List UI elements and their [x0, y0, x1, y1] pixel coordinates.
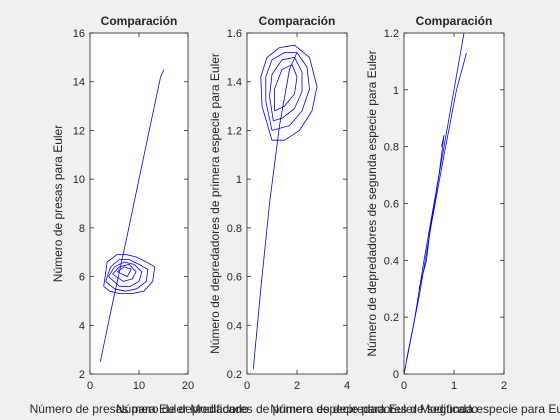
y-tick-label: 0.8	[227, 223, 242, 235]
x-axis-label: Número de depredadores de primera especi…	[116, 402, 479, 416]
y-axis-label: Número de depredadores de primera especi…	[208, 53, 222, 354]
plot-area	[246, 32, 348, 375]
series-line-1	[252, 52, 298, 370]
chart-title: Comparación	[101, 14, 178, 28]
y-tick-label: 10	[73, 174, 85, 186]
chart-title: Comparación	[259, 14, 336, 28]
x-tick-label: 0	[401, 380, 407, 392]
y-tick-label: 12	[73, 125, 85, 137]
series-line-5	[112, 263, 137, 282]
series-line-3	[265, 52, 310, 131]
x-axis-label: Número de presas para Euler Modificado	[30, 402, 249, 416]
series-line-4	[269, 57, 303, 122]
y-tick-label: 1.6	[227, 28, 242, 40]
x-tick-label: 0	[87, 380, 93, 392]
series-line-3	[418, 134, 445, 289]
y-tick-label: 14	[73, 77, 85, 89]
series-line-3	[105, 259, 149, 292]
y-axis-label: Número de depredadores de segunda especi…	[365, 50, 379, 356]
y-tick-label: 1.2	[384, 28, 399, 40]
y-tick-label: 0	[393, 369, 399, 381]
x-axis-label: Número de depredadores de segunda especi…	[270, 402, 560, 416]
series-line-1	[99, 69, 165, 362]
plot-area	[403, 32, 505, 375]
axes-2: 0 2 4 0.2 0.4 0.6 0.8 1 1.2 1.4 1.6 Comparación Núme…	[116, 14, 479, 416]
x-tick-label: 2	[501, 380, 507, 392]
x-tick-label: 20	[182, 380, 194, 392]
plot-area	[89, 32, 189, 375]
x-tick-label: 1	[451, 380, 457, 392]
chart-title: Comparación	[416, 14, 493, 28]
y-tick-label: 0.2	[384, 312, 399, 324]
series-line-2	[260, 44, 318, 141]
series-line-2	[103, 254, 156, 295]
series-line-6	[117, 266, 132, 278]
y-tick-label: 6	[79, 272, 85, 284]
axes-3: 0 1 2 0 0.2 0.4 0.6 0.8 1 1.2 Comparación Número de…	[270, 14, 560, 416]
y-tick-label: 1.4	[227, 77, 242, 89]
y-tick-label: 0.6	[384, 199, 399, 211]
y-tick-label: 0.4	[384, 255, 399, 267]
x-tick-label: 4	[344, 380, 350, 392]
y-tick-label: 1	[393, 85, 399, 97]
y-tick-label: 0.8	[384, 142, 399, 154]
y-tick-label: 16	[73, 28, 85, 40]
x-tick-label: 2	[294, 380, 300, 392]
series-line-5	[274, 64, 298, 112]
series-line-4	[108, 261, 143, 287]
y-axis-label: Número de presas para Euler	[51, 125, 65, 282]
y-tick-label: 4	[79, 320, 85, 332]
y-tick-label: 0.2	[227, 369, 242, 381]
y-tick-label: 0.6	[227, 272, 242, 284]
y-tick-label: 8	[79, 223, 85, 235]
y-tick-label: 0.4	[227, 320, 242, 332]
y-tick-label: 2	[79, 369, 85, 381]
series-line-2	[406, 52, 467, 360]
y-tick-label: 1	[236, 174, 242, 186]
x-tick-label: 0	[244, 380, 250, 392]
y-tick-label: 1.2	[227, 125, 242, 137]
x-tick-label: 10	[133, 380, 145, 392]
